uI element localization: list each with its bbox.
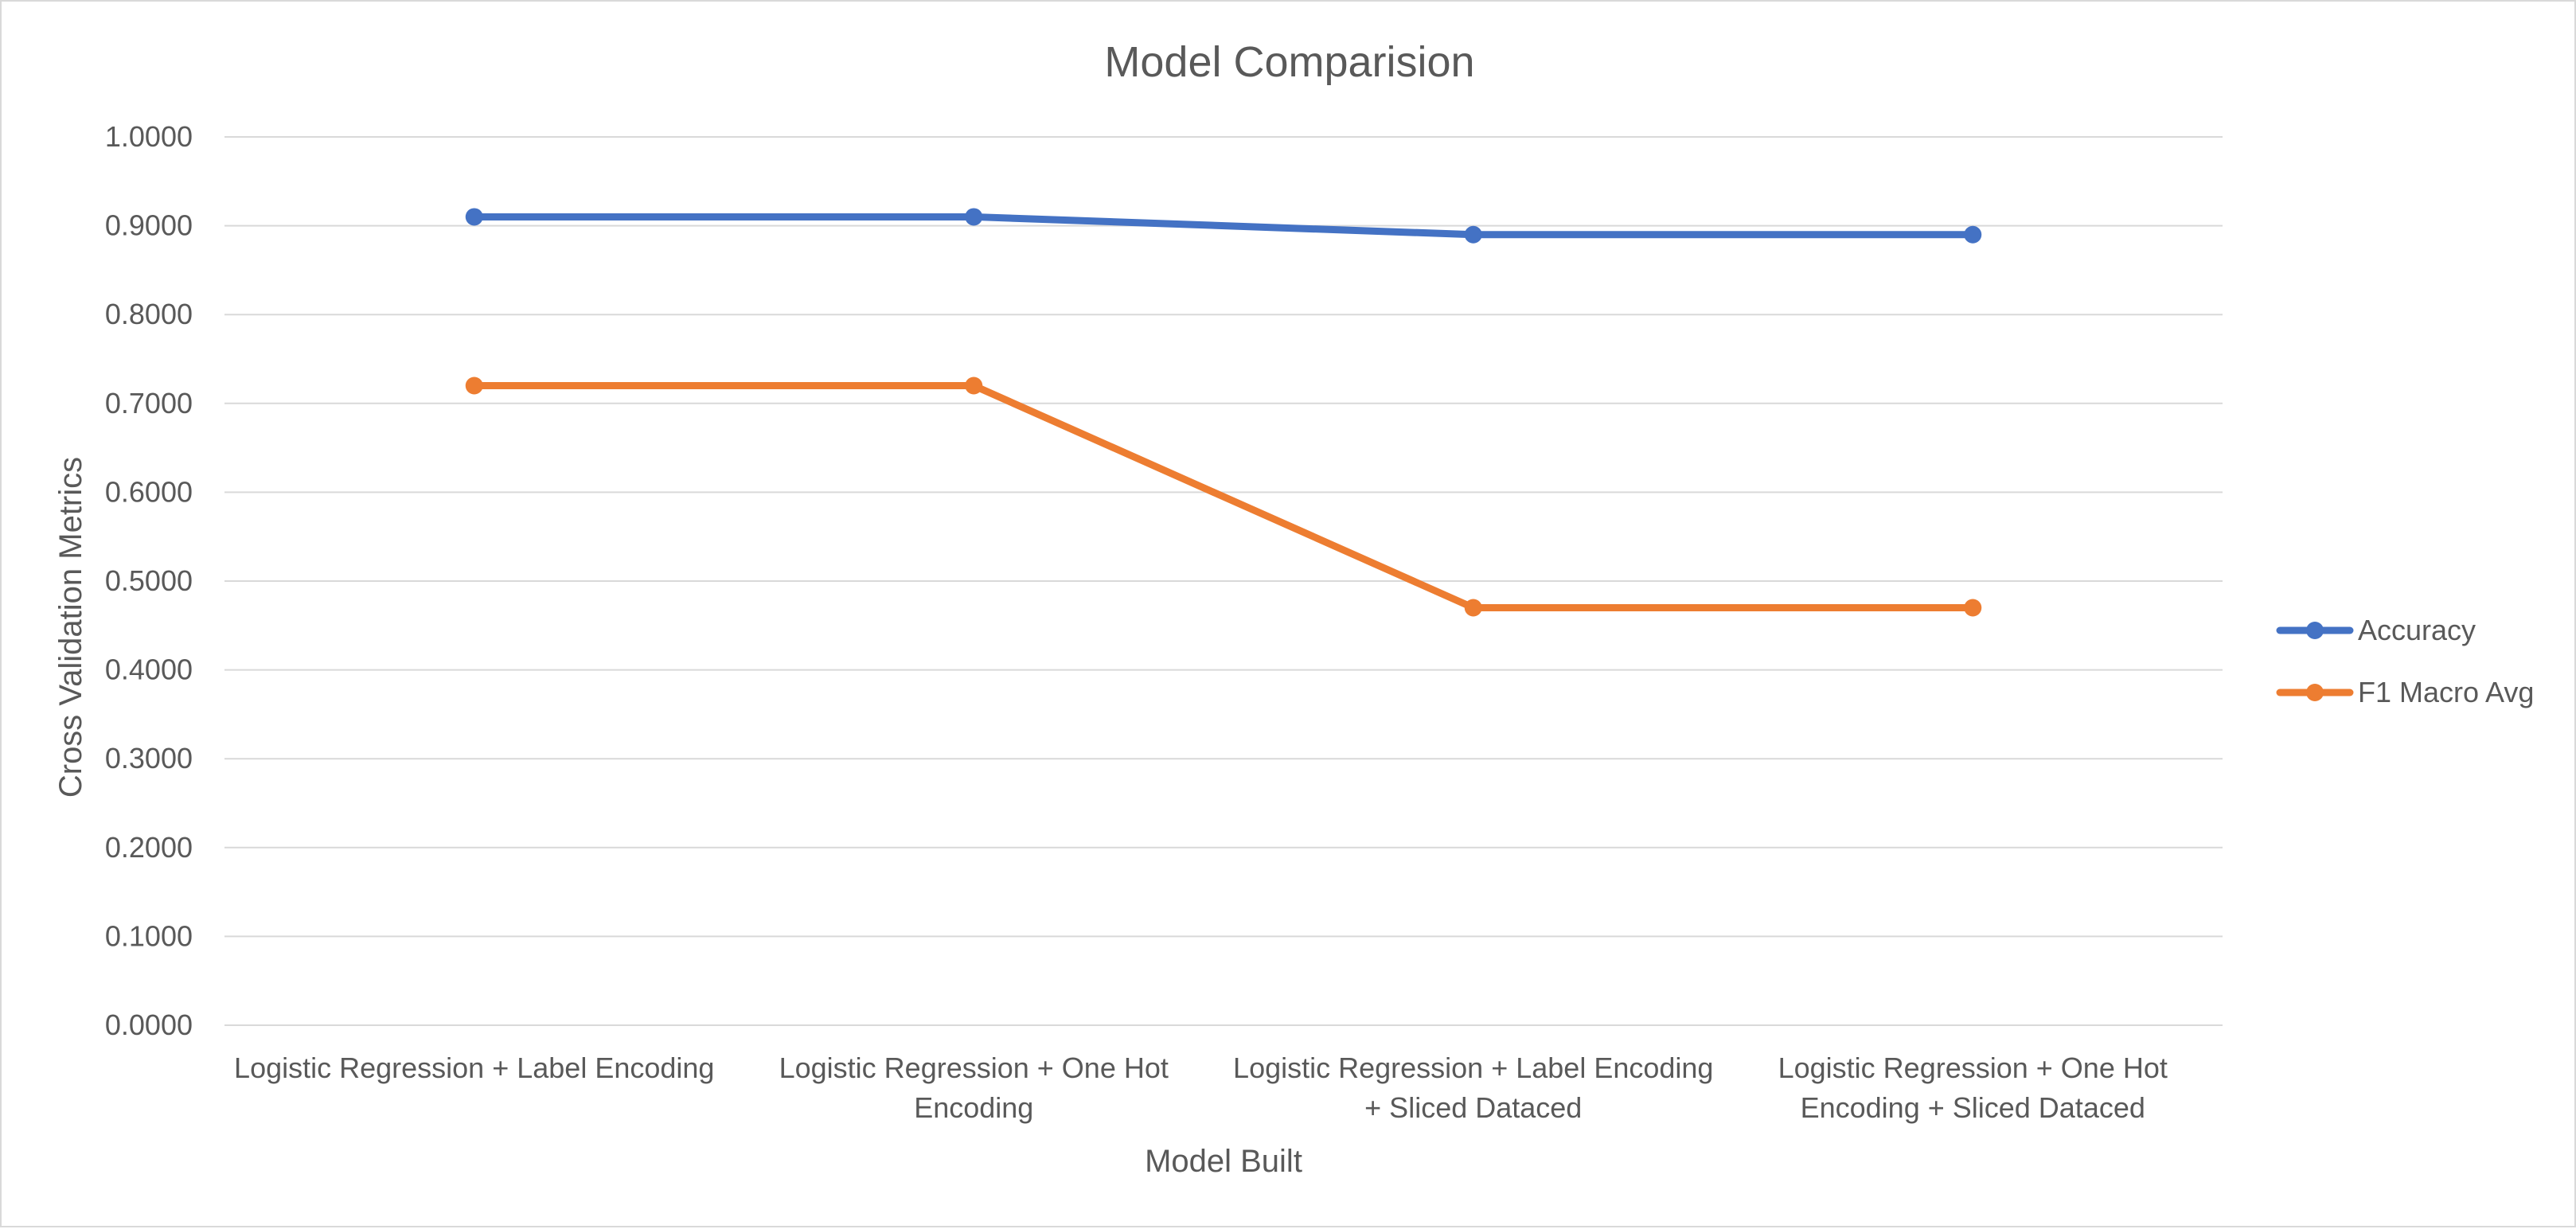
x-tick-label: Logistic Regression + Label Encoding xyxy=(234,1051,714,1084)
y-tick-label: 0.5000 xyxy=(105,564,193,597)
series-group xyxy=(465,208,1982,617)
legend-label: F1 Macro Avg xyxy=(2358,676,2534,708)
y-tick-label: 0.7000 xyxy=(105,387,193,419)
y-axis-ticks: 0.0000 0.1000 0.2000 0.3000 0.4000 0.5000 0.60… xyxy=(105,120,193,1041)
y-tick-label: 0.0000 xyxy=(105,1009,193,1041)
y-tick-label: 0.4000 xyxy=(105,654,193,686)
y-tick-label: 0.8000 xyxy=(105,298,193,330)
data-point-f1-macro-avg xyxy=(1464,599,1482,617)
x-tick-label: Logistic Regression + One Hot Encoding + … xyxy=(1778,1051,2168,1124)
gridlines xyxy=(224,136,2223,1026)
y-tick-label: 1.0000 xyxy=(105,120,193,153)
data-point-accuracy xyxy=(465,208,483,226)
data-point-accuracy xyxy=(1964,225,1982,244)
x-tick-line: Logistic Regression + One Hot xyxy=(1778,1051,2168,1084)
y-tick-label: 0.2000 xyxy=(105,831,193,864)
y-tick-label: 0.1000 xyxy=(105,919,193,952)
x-tick-label: Logistic Regression + One Hot Encoding xyxy=(779,1051,1169,1124)
data-point-accuracy xyxy=(965,208,983,226)
y-tick-label: 0.6000 xyxy=(105,475,193,508)
y-axis-title: Cross Validation Metrics xyxy=(53,457,88,798)
x-axis-ticks: Logistic Regression + Label Encoding Logi… xyxy=(234,1051,2168,1124)
x-axis-title: Model Built xyxy=(1145,1144,1302,1179)
data-point-accuracy xyxy=(1464,225,1482,244)
data-point-f1-macro-avg xyxy=(465,377,483,395)
series-line-accuracy xyxy=(470,213,1977,239)
x-tick-line: Encoding + Sliced Dataced xyxy=(1801,1091,2145,1124)
legend: Accuracy F1 Macro Avg xyxy=(2276,614,2534,708)
x-tick-line: Logistic Regression + Label Encoding xyxy=(1233,1051,1713,1084)
legend-marker xyxy=(2306,684,2324,701)
legend-label: Accuracy xyxy=(2358,614,2476,646)
data-point-f1-macro-avg xyxy=(1964,599,1982,617)
x-tick-line: + Sliced Dataced xyxy=(1364,1091,1582,1124)
x-tick-line: Logistic Regression + One Hot xyxy=(779,1051,1169,1084)
x-tick-line: Encoding xyxy=(914,1091,1033,1124)
data-point-f1-macro-avg xyxy=(965,377,983,395)
legend-marker xyxy=(2306,622,2324,639)
y-tick-label: 0.3000 xyxy=(105,742,193,774)
chart-title: Model Comparision xyxy=(1104,38,1474,86)
series-line-f1-macro-avg xyxy=(470,381,1977,611)
x-tick-label: Logistic Regression + Label Encoding + Sl… xyxy=(1233,1051,1713,1124)
y-tick-label: 0.9000 xyxy=(105,209,193,242)
x-tick-line: Logistic Regression + Label Encoding xyxy=(234,1051,714,1084)
